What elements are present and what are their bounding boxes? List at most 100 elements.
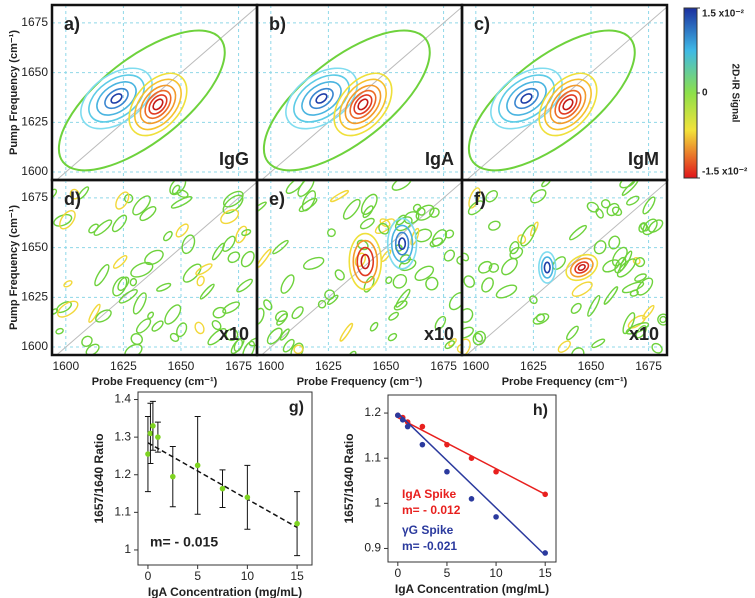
contour [194,321,205,335]
contour [236,278,253,293]
contour [395,288,411,308]
point [419,423,426,430]
contour [315,93,328,104]
contour [272,239,289,255]
panel [257,180,462,355]
contour [392,273,408,289]
contour [222,190,244,208]
contour [385,276,393,285]
contour [543,78,592,131]
contour [456,343,462,353]
y-tick-label: 1.1 [114,505,131,519]
point [395,412,401,419]
plot-frame [137,391,313,566]
contour [642,196,656,215]
contour [593,240,607,255]
contour [88,303,101,323]
y-tick-label: 1.1 [364,450,381,464]
contour [386,217,418,270]
panel-label: e) [269,189,285,209]
diagonal [465,6,667,180]
contour [602,259,620,273]
panel-annotation: x10 [424,324,454,344]
point [468,455,475,461]
y-tick-label: 1600 [21,164,48,178]
contour [135,318,152,334]
contour [339,322,354,342]
contour [398,237,407,251]
contour [557,340,571,353]
contour [443,249,456,262]
contour [659,315,667,324]
point [493,468,499,475]
x-tick-label: 0 [145,569,152,583]
panel [52,180,257,355]
contour [574,261,590,274]
contour [530,189,547,204]
contour [156,282,172,292]
point [294,520,300,527]
contour [622,312,636,335]
contour [349,89,377,120]
contour [195,263,213,276]
contour [151,320,164,332]
x-axis-label: Probe Frequency (cm⁻¹) [92,376,218,388]
contour [538,72,598,137]
contour [570,347,585,355]
contour [357,98,369,111]
contour [324,289,336,300]
contour [220,209,240,225]
x-tick-label: 1675 [635,359,662,373]
x-tick-label: 1650 [578,359,605,373]
x-tick-label: 5 [194,569,201,583]
contour [162,230,173,242]
point [444,468,450,475]
contour [444,340,455,350]
contour [199,283,215,300]
contour [169,180,187,196]
x-tick-label: 5 [444,566,451,580]
y-tick-label: 1 [124,542,131,556]
contour [611,206,623,217]
contour [171,184,181,195]
contour [182,263,202,283]
contour [326,294,339,306]
contour [139,84,177,125]
contour [431,229,448,247]
contour [112,255,128,269]
x-tick-label: 1625 [110,359,137,373]
colorbar-tick-label: 1.5 x10⁻² [702,9,745,20]
contour [257,201,267,217]
contour [571,281,593,297]
contour [416,207,426,216]
contour [111,214,128,233]
contour [211,242,226,261]
contour [634,256,646,268]
contour [334,269,345,281]
contour [640,222,649,232]
contour [164,304,182,325]
diagonal [55,6,257,180]
panel-annotation: IgG [219,149,249,169]
contour [595,208,604,219]
contour [657,313,667,326]
y-tick-label: 0.9 [364,541,381,555]
x-tick-label: 0 [394,566,401,580]
contour [379,218,391,228]
x-tick-label: 1600 [52,359,79,373]
contour [317,299,327,309]
contour [558,94,578,115]
x-tick-label: 10 [241,569,255,583]
point [194,462,201,469]
contour [342,198,361,220]
contour [130,333,143,345]
contour [257,307,265,326]
colorbar-tick-label: -1.5 x10⁻² [702,167,748,178]
contour [356,246,375,277]
contour [434,315,447,331]
contour [230,337,245,355]
colorbar-title: 2D-IR Signal [729,64,740,123]
colorbar-tick-label: 0 [702,88,708,99]
contour [619,180,637,189]
x-tick-label: 1675 [430,359,457,373]
